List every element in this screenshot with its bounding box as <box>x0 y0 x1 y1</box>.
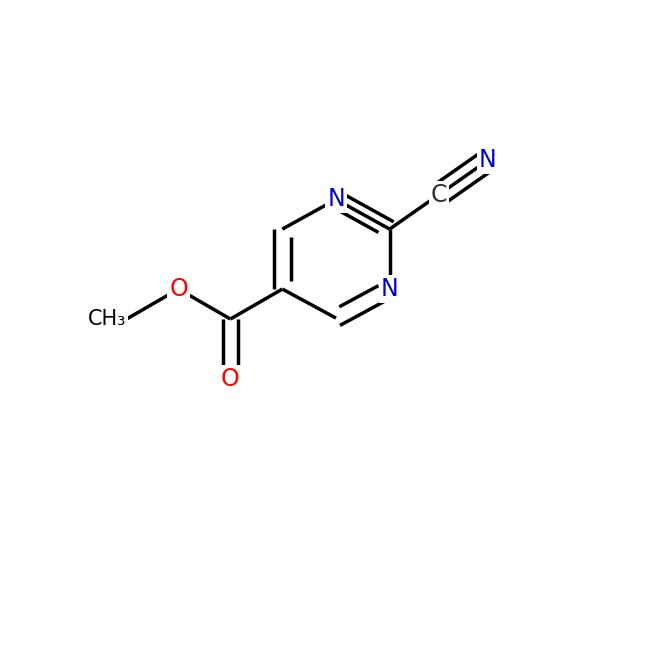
Text: CH₃: CH₃ <box>88 309 126 329</box>
Text: O: O <box>221 367 240 391</box>
Text: N: N <box>479 148 497 172</box>
Text: O: O <box>169 277 188 301</box>
Text: N: N <box>327 188 345 212</box>
Text: N: N <box>381 277 398 301</box>
Text: C: C <box>431 183 447 206</box>
